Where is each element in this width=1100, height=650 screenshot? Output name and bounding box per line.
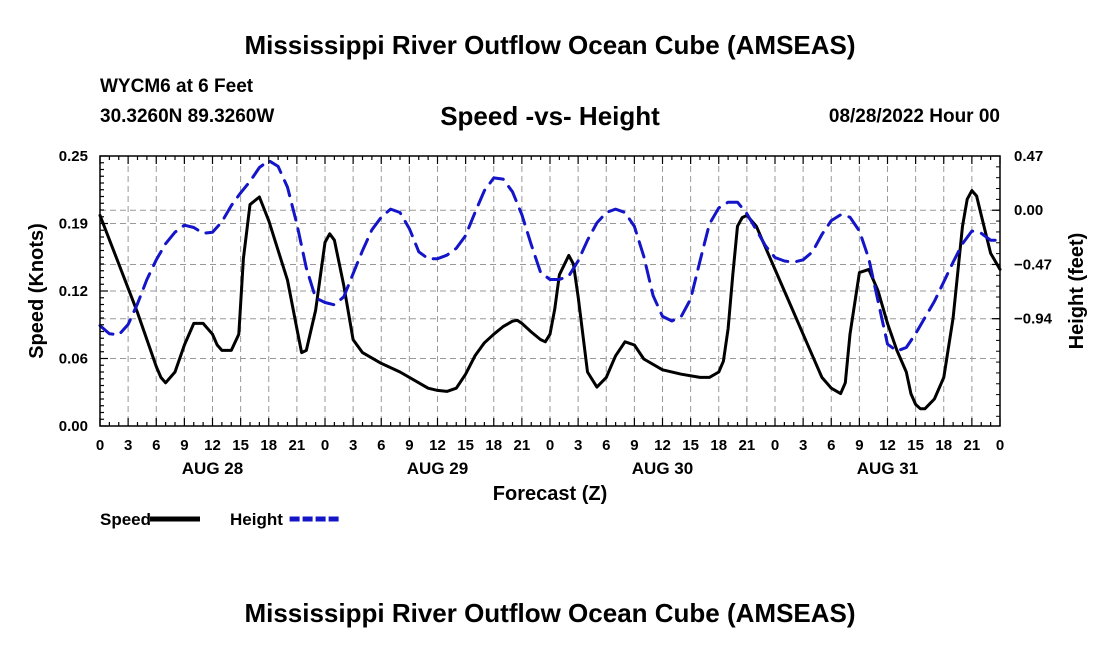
x-axis-label: Forecast (Z) bbox=[493, 483, 607, 505]
x-tick-label: 12 bbox=[429, 437, 446, 454]
x-tick-label: 6 bbox=[377, 437, 385, 454]
x-tick-label: 3 bbox=[799, 437, 807, 454]
y2-tick-label: 0.47 bbox=[1014, 148, 1043, 165]
legend-label-speed: Speed bbox=[100, 510, 151, 529]
x-tick-label: 18 bbox=[710, 437, 727, 454]
x-tick-label: 6 bbox=[827, 437, 835, 454]
series-line-height bbox=[98, 159, 1002, 353]
x-tick-label: 21 bbox=[964, 437, 981, 454]
y-tick-label: 0.00 bbox=[59, 418, 88, 435]
x-tick-label: 9 bbox=[405, 437, 413, 454]
x-tick-label: 12 bbox=[654, 437, 671, 454]
legend-layer: Speed Height bbox=[100, 510, 340, 529]
series-layer bbox=[98, 159, 1002, 411]
x-tick-label: 21 bbox=[289, 437, 306, 454]
y-tick-label: 0.19 bbox=[59, 216, 88, 233]
y2-axis-label: Height (feet) bbox=[1066, 233, 1088, 350]
x-tick-label: 18 bbox=[485, 437, 502, 454]
axis-layer: 0 3 6 9 12 15 18 21 0 3 6 9 12 15 18 21 0 3 6 9 12 15 18 21 0 3 6 9… bbox=[26, 148, 1088, 505]
x-tick-label: 12 bbox=[879, 437, 896, 454]
x-tick-label: 0 bbox=[321, 437, 329, 454]
x-tick-label: 0 bbox=[996, 437, 1004, 454]
y2-tick-label: −0.94 bbox=[1014, 311, 1053, 328]
y-axis-label: Speed (Knots) bbox=[26, 223, 48, 359]
x-tick-label: 18 bbox=[935, 437, 952, 454]
date-label: AUG 28 bbox=[182, 459, 243, 478]
y2-tick-label: 0.00 bbox=[1014, 202, 1043, 219]
x-tick-label: 12 bbox=[204, 437, 221, 454]
x-tick-label: 21 bbox=[514, 437, 531, 454]
date-label: AUG 31 bbox=[857, 459, 918, 478]
x-tick-label: 6 bbox=[602, 437, 610, 454]
date-label: AUG 29 bbox=[407, 459, 468, 478]
chart-main-title: Mississippi River Outflow Ocean Cube (AM… bbox=[244, 30, 856, 60]
date-label: AUG 30 bbox=[632, 459, 693, 478]
x-tick-label: 6 bbox=[152, 437, 160, 454]
x-tick-label: 15 bbox=[682, 437, 699, 454]
x-tick-label: 9 bbox=[855, 437, 863, 454]
x-tick-label: 18 bbox=[260, 437, 277, 454]
station-label: WYCM6 at 6 Feet bbox=[100, 76, 254, 97]
x-tick-label: 21 bbox=[739, 437, 756, 454]
coordinates-label: 30.3260N 89.3260W bbox=[100, 106, 275, 127]
x-tick-label: 9 bbox=[630, 437, 638, 454]
x-tick-label: 3 bbox=[574, 437, 582, 454]
x-tick-label: 15 bbox=[907, 437, 924, 454]
x-tick-label: 0 bbox=[771, 437, 779, 454]
y2-tick-label: −0.47 bbox=[1014, 256, 1052, 273]
y-tick-label: 0.06 bbox=[59, 351, 88, 368]
x-tick-label: 15 bbox=[457, 437, 474, 454]
grid-layer bbox=[100, 155, 1000, 426]
x-tick-label: 0 bbox=[546, 437, 554, 454]
x-tick-label: 9 bbox=[180, 437, 188, 454]
x-tick-label: 0 bbox=[96, 437, 104, 454]
chart-subtitle: Speed -vs- Height bbox=[440, 101, 660, 131]
x-tick-label: 3 bbox=[124, 437, 132, 454]
forecast-datestamp: 08/28/2022 Hour 00 bbox=[828, 106, 1000, 127]
y-tick-label: 0.12 bbox=[59, 283, 88, 300]
chart-footer-title: Mississippi River Outflow Ocean Cube (AM… bbox=[244, 598, 856, 628]
y-tick-label: 0.25 bbox=[59, 148, 88, 165]
x-tick-label: 15 bbox=[232, 437, 249, 454]
x-tick-label: 3 bbox=[349, 437, 357, 454]
legend-label-height: Height bbox=[230, 510, 283, 529]
